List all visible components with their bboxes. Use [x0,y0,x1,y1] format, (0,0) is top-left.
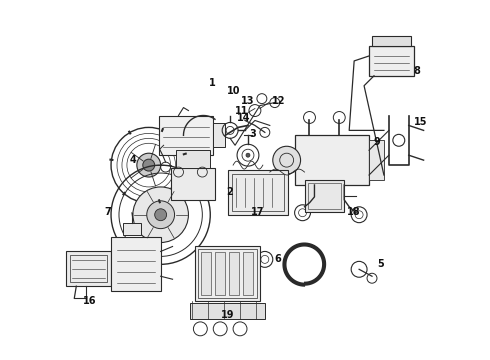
Bar [308,183,341,209]
Bar [171,168,215,200]
Bar [191,303,265,319]
Circle shape [137,153,161,177]
Bar [159,116,213,155]
Text: 4: 4 [130,155,137,165]
Text: 16: 16 [82,296,96,306]
Bar [196,247,260,301]
Text: 9: 9 [374,137,381,147]
Bar [372,36,411,46]
Text: 11: 11 [235,105,248,116]
Text: 15: 15 [414,117,427,127]
Text: 2: 2 [226,187,233,197]
Bar [243,252,253,295]
Text: 6: 6 [274,255,281,264]
Text: 13: 13 [242,96,255,105]
Bar [229,252,239,295]
Text: 8: 8 [414,66,420,76]
Bar [201,252,211,295]
Text: 1: 1 [208,78,215,88]
Circle shape [273,146,300,174]
Circle shape [143,159,155,171]
Circle shape [155,209,167,221]
Circle shape [147,201,174,229]
Bar [66,251,111,286]
Circle shape [133,187,189,243]
Text: 5: 5 [377,259,384,269]
Text: 18: 18 [347,207,361,217]
Bar [215,252,225,295]
Bar [123,223,141,235]
Bar [305,180,344,212]
Text: 12: 12 [272,96,285,105]
Bar [294,135,369,185]
Bar [198,249,257,298]
Bar [111,237,161,291]
Bar [175,150,210,168]
Bar [213,123,225,147]
Bar [232,174,284,211]
Bar [71,255,107,282]
Text: 17: 17 [251,207,265,217]
Text: 7: 7 [104,207,111,217]
Circle shape [246,153,250,157]
Bar [228,170,288,215]
Bar [369,140,384,180]
Text: 19: 19 [221,310,235,320]
Text: 10: 10 [226,86,240,96]
Bar [369,46,414,76]
Text: 3: 3 [249,129,256,139]
Text: 14: 14 [237,113,250,123]
